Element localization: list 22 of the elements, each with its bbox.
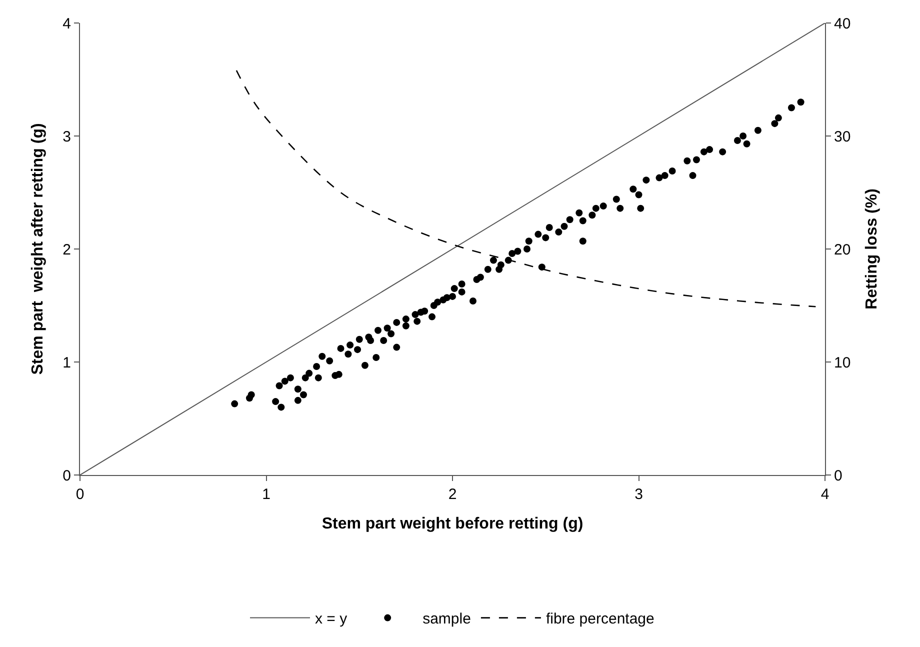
line-series xyxy=(236,70,816,308)
y-tick-label: 1 xyxy=(62,354,71,372)
y2-tick-label: 40 xyxy=(834,15,851,32)
y-axis-title: Stem part weight after retting (g) xyxy=(30,123,47,375)
y2-tick-label: 0 xyxy=(834,467,842,484)
x-tick-label: 1 xyxy=(262,486,270,503)
y2-axis-title: Retting loss (%) xyxy=(863,188,880,310)
y2-tick-label: 10 xyxy=(834,354,851,372)
x-tick-label: 3 xyxy=(634,486,643,503)
x-axis-title: Stem part weight before retting (g) xyxy=(322,516,584,533)
legend-label: fibre percentage xyxy=(546,610,654,628)
legend-label: x = y xyxy=(315,610,348,628)
y2-tick-label: 30 xyxy=(834,128,851,146)
x-tick-label: 2 xyxy=(448,486,457,503)
y-tick-label: 3 xyxy=(62,128,71,146)
y-tick-label: 2 xyxy=(62,241,71,258)
y-tick-label: 4 xyxy=(62,15,71,32)
x-tick-label: 4 xyxy=(820,486,830,503)
x-tick-label: 0 xyxy=(76,486,84,503)
y2-tick-label: 20 xyxy=(834,241,851,258)
legend-label: sample xyxy=(422,610,471,628)
y-tick-label: 0 xyxy=(62,467,71,484)
